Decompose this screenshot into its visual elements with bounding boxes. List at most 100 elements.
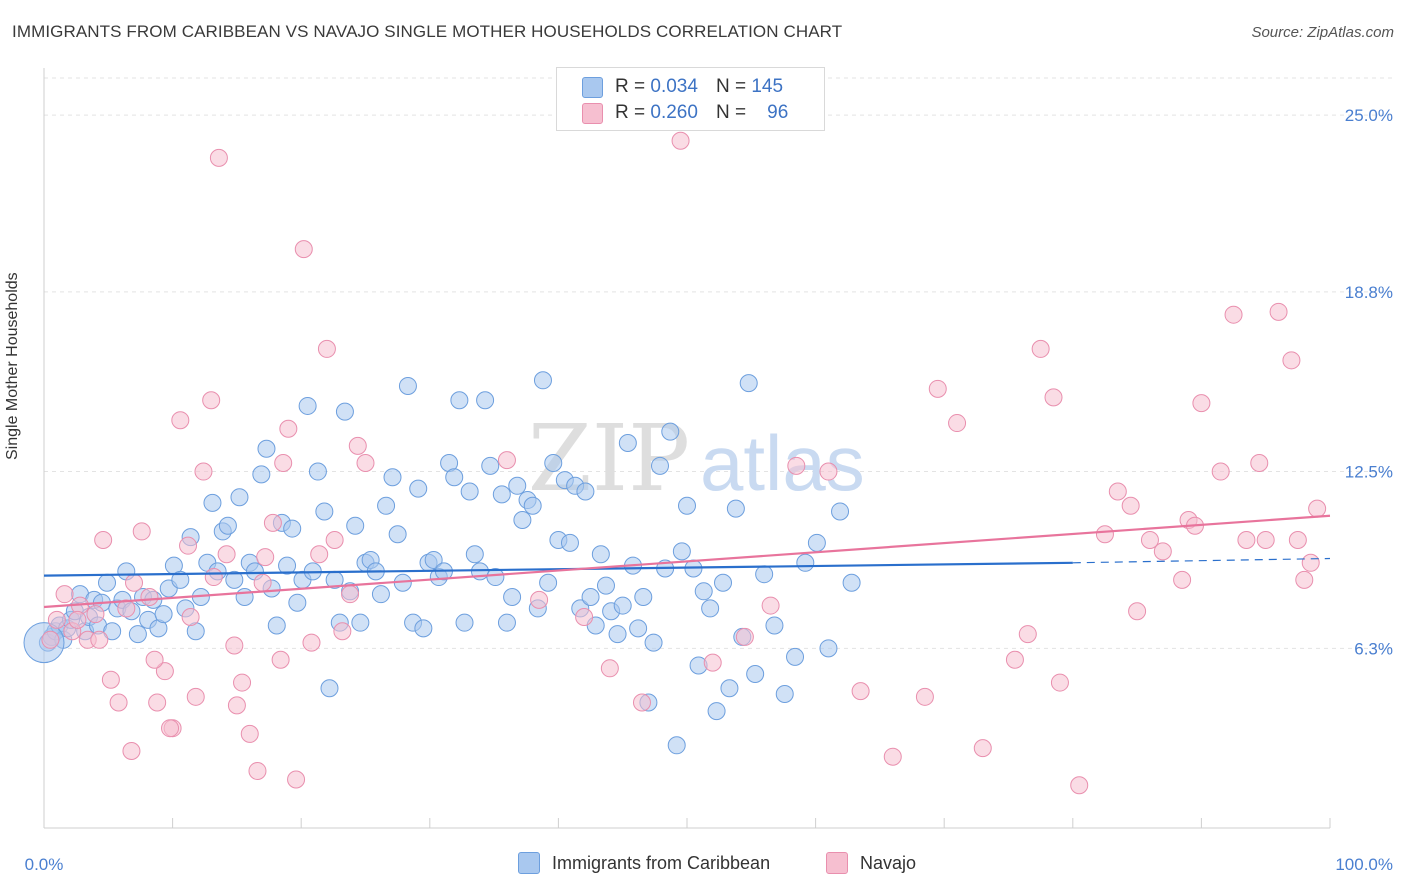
- legend-label-navajo: Navajo: [860, 852, 917, 873]
- navajo-point-51: [274, 453, 293, 472]
- legend-r-label: R =: [615, 76, 646, 97]
- trend-line-caribbean: [43, 561, 1073, 577]
- navajo-point-25: [233, 673, 252, 692]
- caribbean-point-143: [831, 502, 850, 521]
- caribbean-point-49: [283, 519, 302, 538]
- navajo-point-0: [41, 630, 60, 649]
- navajo-point-24: [225, 636, 244, 655]
- caribbean-point-48: [278, 556, 297, 575]
- caribbean-point-62: [351, 613, 370, 632]
- navajo-point-19: [186, 687, 205, 706]
- caribbean-point-136: [755, 565, 774, 584]
- caribbean-point-106: [581, 588, 600, 607]
- navajo-point-58: [703, 653, 722, 672]
- caribbean-point-84: [465, 545, 484, 564]
- navajo-point-53: [530, 590, 549, 609]
- caribbean-point-46: [267, 616, 286, 635]
- caribbean-point-119: [650, 456, 669, 475]
- caribbean-point-141: [807, 533, 826, 552]
- navajo-point-55: [600, 659, 619, 678]
- navajo-point-38: [333, 622, 352, 641]
- caribbean-point-92: [508, 476, 527, 495]
- navajo-point-77: [1121, 496, 1140, 515]
- caribbean-point-37: [218, 516, 237, 535]
- navajo-point-43: [90, 630, 109, 649]
- navajo-point-48: [204, 568, 223, 587]
- caribbean-point-69: [388, 525, 407, 544]
- navajo-point-12: [132, 522, 151, 541]
- legend-swatch-navajo: [826, 852, 848, 874]
- navajo-point-6: [86, 605, 105, 624]
- y-tick-label-1: 12.5%: [1345, 463, 1393, 482]
- navajo-point-66: [928, 379, 947, 398]
- caribbean-point-34: [203, 493, 222, 512]
- caribbean-point-54: [308, 462, 327, 481]
- navajo-point-14: [148, 693, 167, 712]
- navajo-point-10: [117, 599, 136, 618]
- navajo-point-91: [1282, 351, 1301, 370]
- legend-item-caribbean[interactable]: Immigrants from Caribbean: [518, 852, 770, 874]
- legend-item-navajo[interactable]: Navajo: [826, 852, 916, 874]
- navajo-point-79: [1140, 530, 1159, 549]
- navajo-point-9: [109, 693, 128, 712]
- navajo-point-29: [263, 513, 282, 532]
- caribbean-point-80: [445, 468, 464, 487]
- navajo-point-21: [202, 391, 221, 410]
- navajo-point-28: [256, 548, 275, 567]
- caribbean-point-105: [576, 482, 595, 501]
- caribbean-point-71: [398, 376, 417, 395]
- y-axis-label: Single Mother Households: [4, 272, 21, 460]
- y-tick-label-3: 25.0%: [1345, 106, 1393, 125]
- caribbean-point-87: [481, 456, 500, 475]
- navajo-point-31: [279, 419, 298, 438]
- caribbean-point-122: [667, 736, 686, 755]
- caribbean-point-138: [775, 684, 794, 703]
- navajo-point-35: [310, 545, 329, 564]
- navajo-point-87: [1237, 530, 1256, 549]
- caribbean-point-52: [298, 396, 317, 415]
- caribbean-point-89: [492, 485, 511, 504]
- series-navajo-points: [41, 131, 1327, 795]
- navajo-point-74: [1070, 776, 1089, 795]
- trend-lines: [43, 514, 1331, 609]
- navajo-point-33: [294, 240, 313, 259]
- caribbean-point-56: [320, 679, 339, 698]
- source-credit: Source: ZipAtlas.com: [1251, 24, 1394, 41]
- navajo-point-75: [1095, 525, 1114, 544]
- caribbean-point-121: [661, 422, 680, 441]
- caribbean-point-139: [786, 647, 805, 666]
- legend-r-value: 0.034: [650, 76, 698, 97]
- navajo-point-57: [671, 131, 690, 150]
- navajo-point-89: [1256, 530, 1275, 549]
- caribbean-point-95: [523, 496, 542, 515]
- legend-n-value: 145: [751, 76, 784, 97]
- caribbean-point-109: [596, 576, 615, 595]
- caribbean-point-144: [842, 573, 861, 592]
- caribbean-point-93: [513, 511, 532, 530]
- caribbean-point-130: [714, 573, 733, 592]
- correlation-legend: R = 0.034 N = 145 R = 0.260 N = 96: [556, 67, 825, 131]
- navajo-point-78: [1128, 602, 1147, 621]
- caribbean-point-131: [720, 679, 739, 698]
- x-tick-label-1: 100.0%: [1335, 855, 1393, 874]
- navajo-point-70: [1018, 625, 1037, 644]
- caribbean-point-25: [154, 605, 173, 624]
- navajo-point-20: [194, 462, 213, 481]
- caribbean-point-81: [450, 391, 469, 410]
- navajo-point-7: [94, 530, 113, 549]
- caribbean-point-129: [707, 702, 726, 721]
- legend-n-value: 96: [767, 102, 789, 123]
- navajo-point-46: [161, 719, 180, 738]
- caribbean-point-108: [591, 545, 610, 564]
- caribbean-point-134: [739, 374, 758, 393]
- caribbean-point-67: [377, 496, 396, 515]
- navajo-point-11: [125, 573, 144, 592]
- caribbean-point-74: [414, 619, 433, 638]
- caribbean-point-97: [533, 371, 552, 390]
- navajo-point-65: [915, 687, 934, 706]
- caribbean-point-99: [544, 453, 563, 472]
- trend-line-navajo: [43, 514, 1331, 609]
- navajo-point-68: [973, 739, 992, 758]
- caribbean-point-111: [608, 625, 627, 644]
- legend-label-caribbean: Immigrants from Caribbean: [552, 852, 771, 873]
